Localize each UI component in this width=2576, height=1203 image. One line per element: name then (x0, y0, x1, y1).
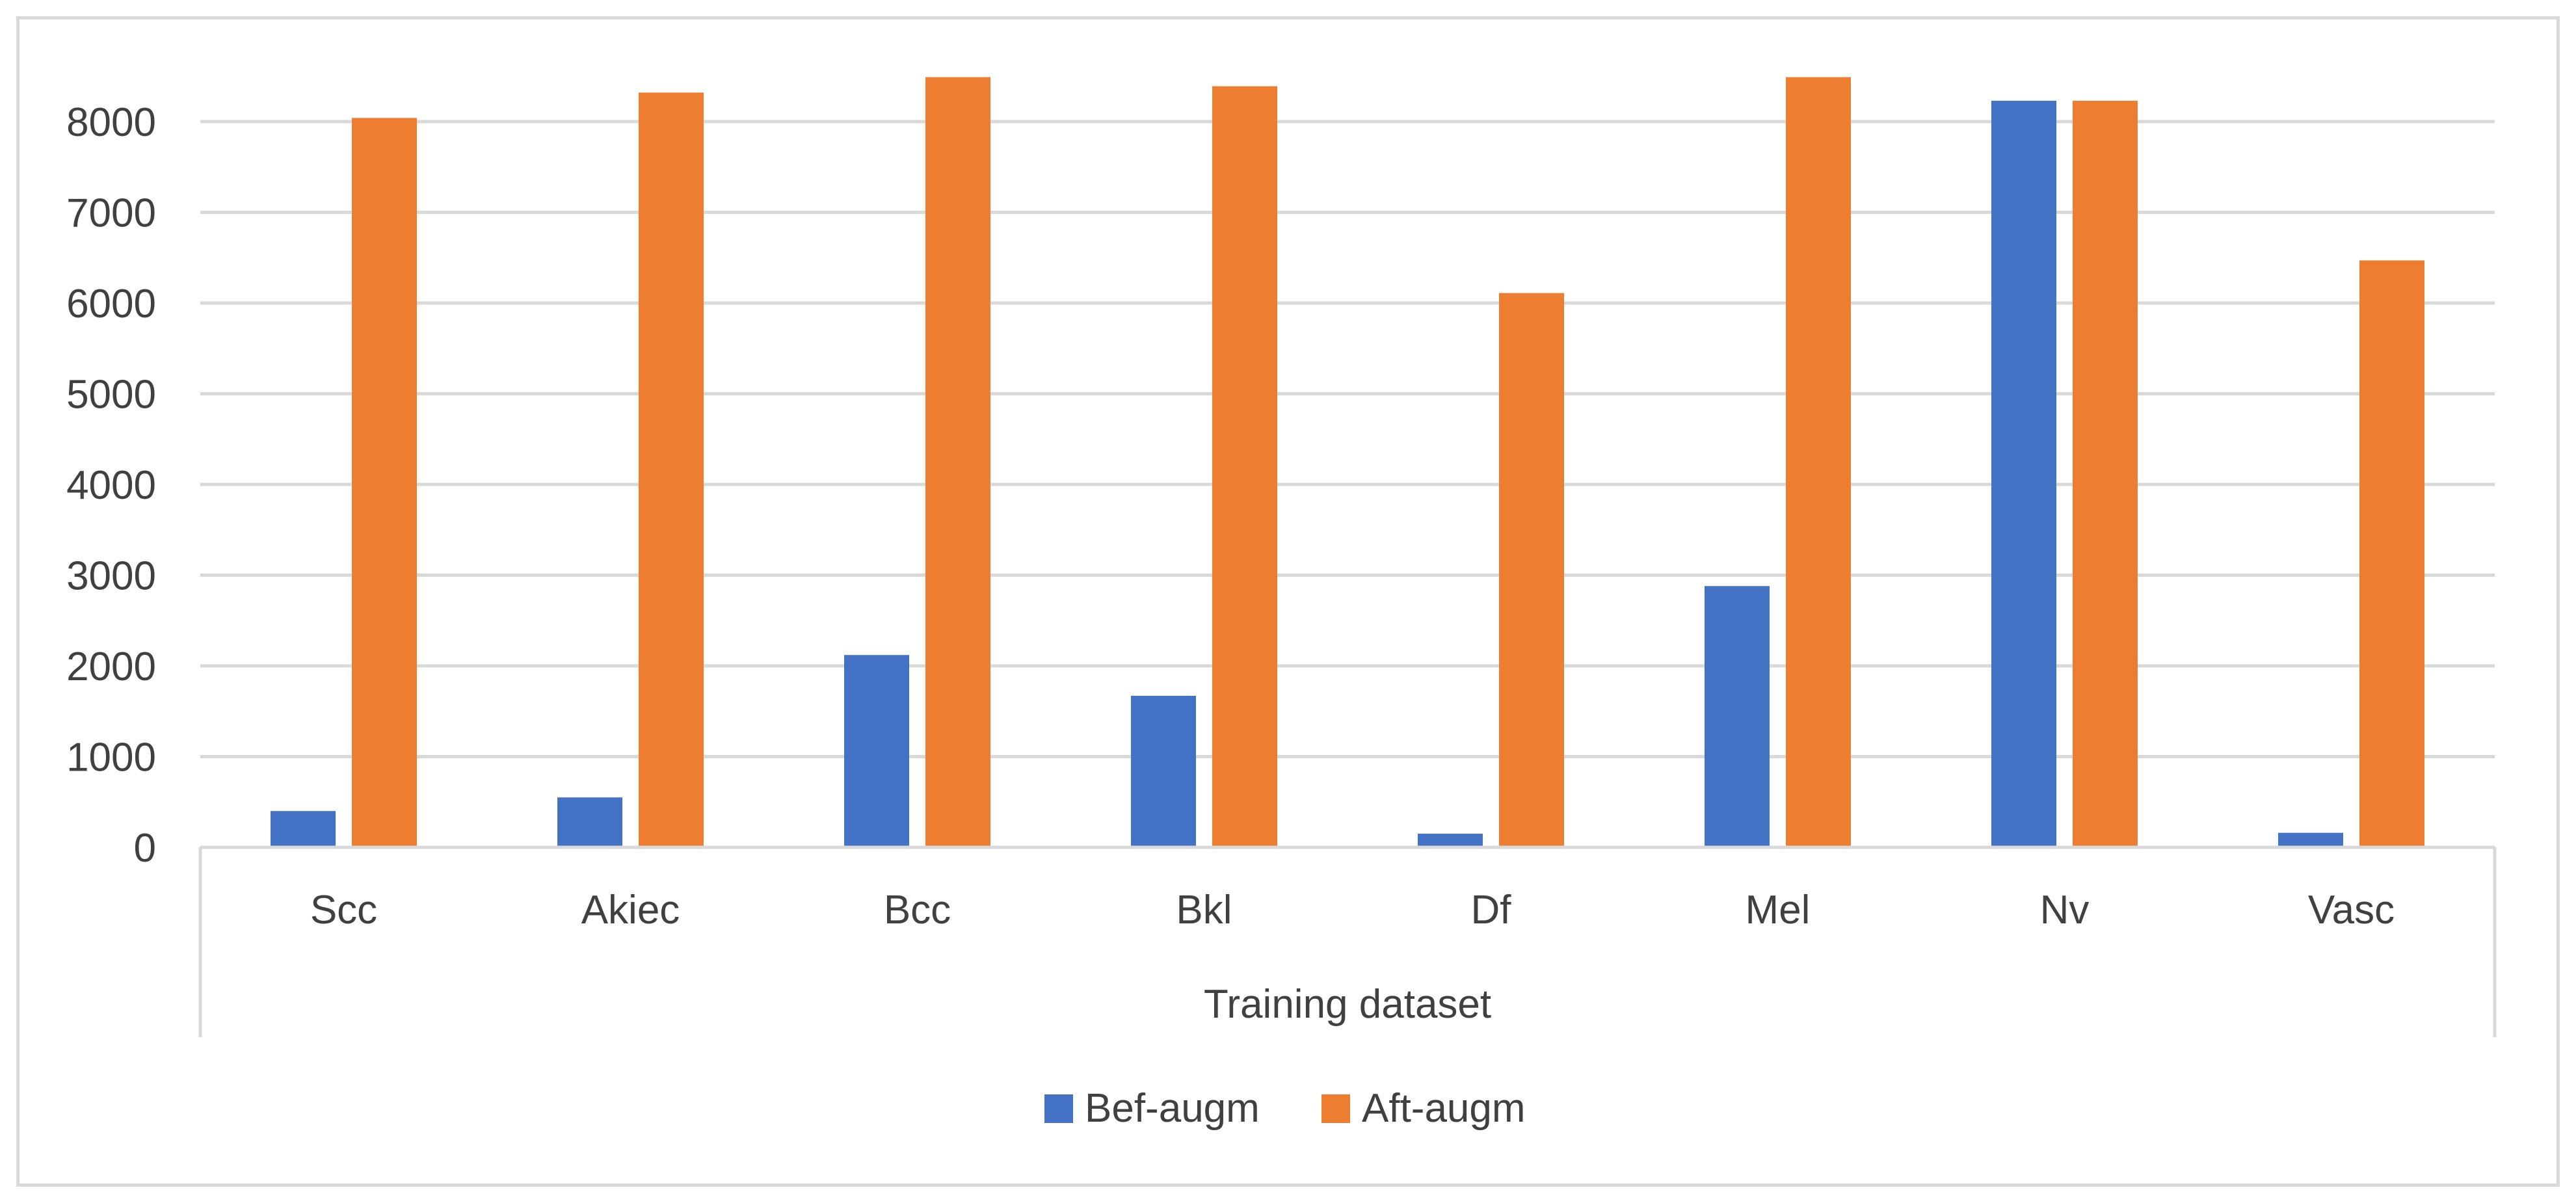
y-tick-label: 0 (134, 826, 156, 871)
category-label: Nv (2040, 888, 2090, 932)
legend: Bef-augm Aft-augm (1044, 1086, 1526, 1131)
category-label: Akiec (581, 888, 680, 932)
bar-aft-augm-nv (2073, 100, 2138, 847)
legend-label-bef-augm: Bef-augm (1085, 1086, 1260, 1131)
bar-bef-augm-bkl (1131, 696, 1196, 847)
y-tick-label: 8000 (66, 100, 156, 145)
category-label: Bcc (884, 888, 951, 932)
category-label: Scc (310, 888, 377, 932)
category-labels: Scc Akiec Bcc Bkl Df Mel Nv Vasc (310, 888, 2395, 932)
bars (271, 77, 2424, 848)
bar-bef-augm-nv (1991, 100, 2056, 847)
bar-bef-augm-mel (1705, 586, 1770, 847)
category-label: Mel (1746, 888, 1811, 932)
bar-aft-augm-mel (1786, 77, 1851, 847)
bar-bef-augm-df (1418, 834, 1483, 847)
bar-aft-augm-df (1499, 293, 1564, 847)
legend-label-aft-augm: Aft-augm (1362, 1086, 1526, 1131)
bar-aft-augm-bcc (925, 77, 990, 847)
category-label: Df (1471, 888, 1512, 932)
y-tick-labels: 0 1000 2000 3000 4000 5000 6000 7000 8000 (66, 100, 156, 871)
bar-aft-augm-bkl (1212, 86, 1277, 848)
category-label: Vasc (2308, 888, 2395, 932)
bar-bef-augm-vasc (2278, 832, 2343, 847)
y-tick-label: 5000 (66, 373, 156, 417)
bar-aft-augm-scc (352, 118, 417, 847)
gridlines (200, 120, 2495, 758)
bar-bef-augm-scc (271, 811, 336, 847)
y-tick-label: 1000 (66, 735, 156, 780)
bar-bef-augm-akiec (557, 797, 622, 847)
x-axis-title: Training dataset (1204, 982, 1491, 1027)
y-tick-label: 4000 (66, 463, 156, 508)
bar-aft-augm-vasc (2359, 260, 2424, 847)
legend-swatch-aft-augm (1321, 1094, 1350, 1123)
bar-aft-augm-akiec (639, 92, 704, 848)
bar-bef-augm-bcc (844, 655, 909, 847)
y-tick-label: 3000 (66, 554, 156, 599)
y-tick-label: 7000 (66, 191, 156, 236)
x-axis (198, 845, 2497, 1037)
y-tick-label: 2000 (66, 644, 156, 689)
y-tick-label: 6000 (66, 282, 156, 326)
category-label: Bkl (1176, 888, 1232, 932)
legend-swatch-bef-augm (1044, 1094, 1073, 1123)
